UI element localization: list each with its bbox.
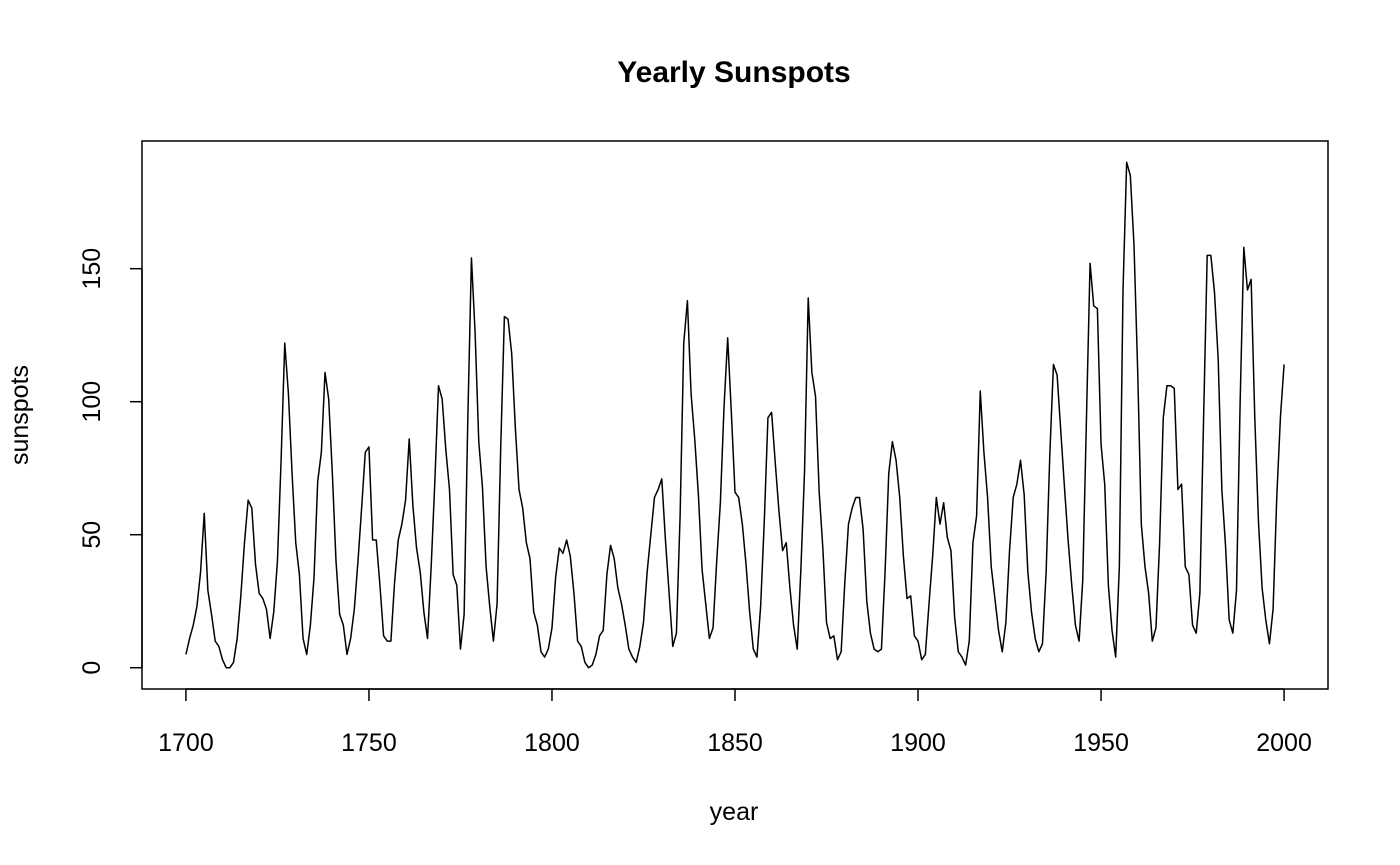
y-tick-label: 150 xyxy=(78,248,106,290)
y-axis: 0 50 100 150 xyxy=(78,248,143,675)
y-tick-label: 0 xyxy=(78,661,106,675)
x-tick-label: 1750 xyxy=(341,729,397,757)
chart-title: Yearly Sunspots xyxy=(617,56,850,89)
x-tick-label: 1800 xyxy=(524,729,580,757)
y-axis-label: sunspots xyxy=(6,365,34,465)
x-tick-label: 1850 xyxy=(707,729,763,757)
x-tick-label: 1700 xyxy=(158,729,214,757)
x-axis: 1700 1750 1800 1850 1900 1950 2000 xyxy=(158,688,1312,757)
sunspots-series-line xyxy=(185,161,1285,669)
x-axis-label: year xyxy=(710,798,759,826)
y-tick-label: 50 xyxy=(78,521,106,549)
y-tick-label: 100 xyxy=(78,381,106,423)
x-tick-label: 1900 xyxy=(890,729,946,757)
x-tick-label: 1950 xyxy=(1073,729,1129,757)
x-tick-label: 2000 xyxy=(1256,729,1312,757)
